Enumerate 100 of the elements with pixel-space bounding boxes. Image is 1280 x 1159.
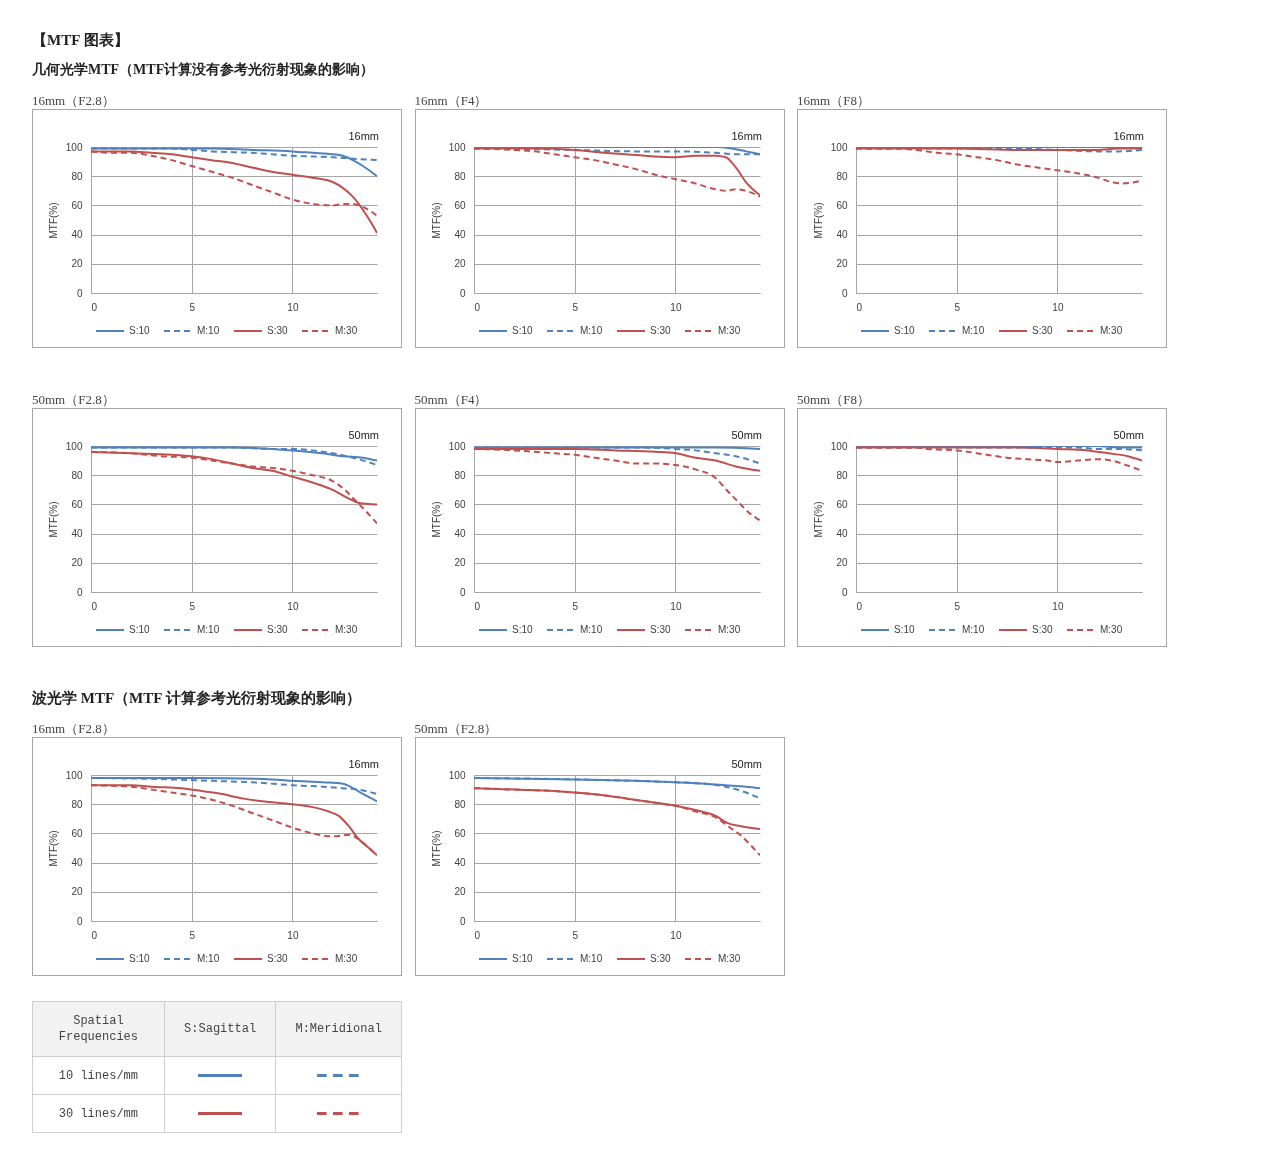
y-tick-label: 40 [71,229,83,241]
y-axis-title: MTF(%) [812,202,824,239]
x-tick-label: 5 [954,600,961,612]
chart-title: 16mm（F4） [414,92,489,109]
legend-label: M:30 [1100,624,1123,635]
y-tick-label: 80 [453,469,466,481]
y-axis-title: MTF(%) [430,830,442,867]
legend-label: S:30 [267,325,289,336]
text: Spatial Frequencies [32,1001,165,1057]
x-tick-label: 0 [474,929,480,941]
legend-label: M:10 [197,325,220,336]
y-tick-label: 0 [459,287,466,299]
y-tick-label: 20 [453,886,466,898]
legend-label: S:10 [894,624,916,635]
legend-label: M:30 [335,624,358,635]
legend-label: S:10 [894,325,916,336]
y-tick-label: 0 [459,915,466,927]
legend-label: M:30 [717,624,741,635]
y-tick-label: 40 [453,857,466,869]
x-tick-label: 10 [287,301,299,313]
y-tick-label: 20 [71,557,83,569]
legend-label: M:30 [1100,325,1123,336]
y-tick-label: 80 [836,469,848,481]
text: 【MTF 图表】 [32,31,130,50]
y-tick-label: 100 [448,141,466,153]
legend-label: S:10 [511,953,533,964]
y-axis-title: MTF(%) [812,501,824,538]
text: 几何光学MTF（MTF计算没有参考光衍射现象的影响） [32,61,376,79]
y-axis-title: MTF(%) [430,202,442,239]
legend-label: S:10 [129,624,151,635]
chart-title: 50mm（F2.8） [32,391,116,408]
y-tick-label: 80 [836,170,848,182]
y-tick-label: 0 [459,586,466,598]
legend-label: M:30 [717,953,741,964]
y-tick-label: 0 [841,287,848,299]
legend-label: M:10 [197,953,220,964]
text: 50mm [1113,429,1144,441]
x-tick-label: 0 [856,301,863,313]
y-tick-label: 80 [71,469,83,481]
x-tick-label: 0 [474,301,480,313]
y-tick-label: 20 [836,557,848,569]
legend-label: S:10 [511,624,533,635]
text: M:Meridional [275,1001,402,1057]
x-tick-label: 0 [91,600,98,612]
y-axis-title: MTF(%) [430,501,442,538]
y-tick-label: 100 [448,769,466,781]
y-tick-label: 0 [76,287,83,299]
x-tick-label: 0 [856,600,863,612]
legend-label: M:30 [335,953,358,964]
legend-label: S:10 [129,953,151,964]
text: 50mm [730,429,762,441]
chart-title: 16mm（F2.8） [32,92,116,109]
y-tick-label: 20 [836,258,848,270]
legend-label: M:10 [579,325,603,336]
chart-title: 50mm（F8） [797,391,871,408]
text: 30 lines/mm [32,1094,165,1133]
y-axis-title: MTF(%) [47,830,59,867]
legend-label: M:10 [197,624,220,635]
text: 16mm [348,758,379,770]
legend-label: S:30 [649,953,671,964]
x-tick-label: 0 [91,301,98,313]
x-tick-label: 5 [571,929,578,941]
y-tick-label: 80 [71,170,83,182]
text: 波光学 MTF（MTF 计算参考光衍射现象的影响） [32,689,362,708]
text: 10 lines/mm [32,1056,165,1095]
x-tick-label: 10 [287,929,299,941]
text: 16mm [1113,130,1144,142]
x-tick-label: 0 [474,600,480,612]
y-tick-label: 100 [448,440,466,452]
y-tick-label: 0 [76,586,83,598]
text: 50mm [730,758,762,770]
x-tick-label: 5 [571,600,578,612]
legend-label: S:30 [1032,325,1054,336]
chart-title: 50mm（F4） [414,391,489,408]
y-tick-label: 40 [71,857,83,869]
y-tick-label: 100 [65,769,83,781]
y-tick-label: 40 [836,528,848,540]
y-tick-label: 40 [453,528,466,540]
x-tick-label: 5 [571,301,578,313]
chart-title: 50mm（F2.8） [414,720,499,737]
y-tick-label: 60 [453,827,466,839]
legend-label: M:30 [717,325,741,336]
y-tick-label: 80 [71,798,83,810]
x-tick-label: 10 [669,929,682,941]
y-tick-label: 40 [836,229,848,241]
legend-label: S:10 [511,325,533,336]
chart-title: 16mm（F8） [797,92,871,109]
y-tick-label: 80 [453,170,466,182]
text: S:Sagittal [164,1001,276,1057]
legend-label: M:10 [962,624,985,635]
x-tick-label: 10 [669,301,682,313]
y-tick-label: 20 [71,886,83,898]
text: 16mm [348,130,379,142]
legend-label: S:30 [649,325,671,336]
x-tick-label: 5 [189,929,196,941]
x-tick-label: 5 [189,301,196,313]
legend-label: S:30 [267,953,289,964]
y-tick-label: 0 [76,915,83,927]
y-tick-label: 60 [71,199,83,211]
x-tick-label: 5 [954,301,961,313]
